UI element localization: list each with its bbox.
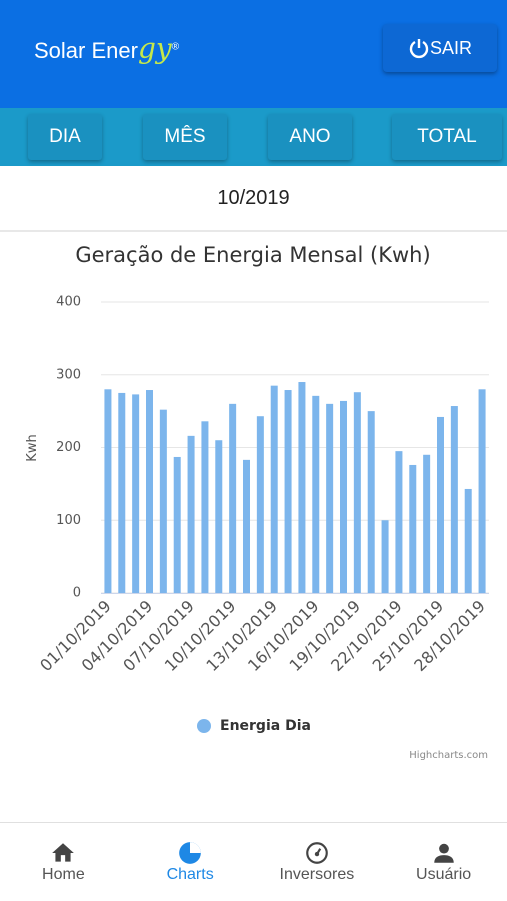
bar: [298, 382, 306, 593]
y-tick-label: 400: [56, 295, 81, 310]
tab[interactable]: ANO: [268, 114, 352, 160]
bar: [450, 406, 458, 593]
tab[interactable]: DIA: [28, 114, 102, 160]
nav-item[interactable]: Home: [0, 823, 127, 901]
bar: [326, 403, 334, 593]
tab[interactable]: MÊS: [143, 114, 227, 160]
bar: [478, 389, 486, 593]
bar: [229, 403, 237, 593]
bar: [284, 390, 292, 593]
y-tick-label: 100: [56, 513, 81, 528]
nav-label: Charts: [166, 866, 214, 883]
logo-script: gy: [137, 32, 172, 65]
chart: Geração de Energia Mensal (Kwh) Kwh 0 100…: [25, 243, 489, 761]
bar: [312, 395, 320, 593]
bar: [353, 392, 361, 593]
charts-icon: [179, 842, 201, 864]
logo-text: Solar Ener: [34, 38, 138, 63]
bar: [132, 394, 140, 593]
nav-item[interactable]: Usuário: [380, 823, 507, 901]
period: 10/2019: [0, 166, 507, 232]
credits: Highcharts.com: [409, 750, 488, 761]
bar: [118, 392, 126, 593]
bar: [243, 459, 250, 593]
bottom-nav: Home Charts Inversores Usuário: [0, 822, 507, 901]
nav-label: Usuário: [416, 866, 472, 883]
bar: [409, 464, 417, 593]
bar: [464, 488, 472, 593]
bar: [201, 421, 209, 593]
user-icon: [433, 843, 454, 863]
power-icon: [409, 39, 429, 59]
home-icon: [52, 843, 75, 862]
tab-bar: DIA MÊS ANO TOTAL: [0, 108, 507, 166]
bar: [187, 435, 195, 593]
bar: [256, 416, 264, 593]
bar: [173, 456, 181, 593]
nav-item[interactable]: Inversores: [254, 823, 381, 901]
legend-label: Energia Dia: [220, 718, 311, 734]
tab[interactable]: TOTAL: [392, 114, 502, 160]
bar: [104, 389, 112, 593]
nav-label: Home: [42, 866, 85, 883]
nav-label: Inversores: [279, 866, 355, 883]
header: Solar Energy® SAIR: [0, 0, 507, 108]
logo-mark: ®: [171, 41, 180, 53]
y-axis-label: Kwh: [25, 434, 40, 461]
bar: [381, 520, 389, 593]
y-tick-label: 300: [56, 367, 81, 382]
y-tick-label: 0: [73, 586, 81, 601]
bar: [367, 411, 375, 593]
gauge-icon: [306, 842, 328, 864]
bar: [423, 454, 431, 593]
bar: [270, 385, 278, 593]
bar: [159, 409, 167, 593]
bar: [437, 416, 444, 593]
nav-item[interactable]: Charts: [127, 823, 254, 901]
bar: [215, 440, 223, 593]
chart-title: Geração de Energia Mensal (Kwh): [75, 243, 430, 267]
y-tick-label: 200: [56, 440, 81, 455]
logout-label: SAIR: [429, 37, 472, 58]
bar: [395, 451, 403, 593]
logout-button[interactable]: SAIR: [383, 24, 497, 72]
logo: Solar Energy®: [34, 32, 179, 65]
bar: [340, 400, 347, 593]
bar: [146, 390, 153, 593]
legend-symbol: [197, 719, 211, 733]
